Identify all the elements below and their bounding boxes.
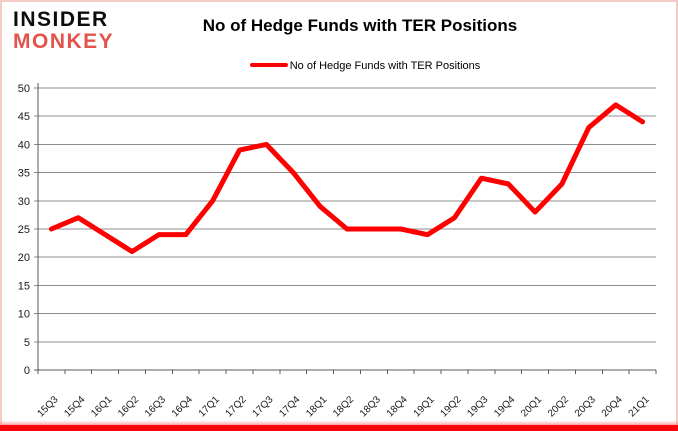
x-tick-label: 17Q2 xyxy=(224,394,249,419)
logo-line1: INSIDER xyxy=(13,8,109,31)
insider-monkey-logo: INSIDER MONKEY xyxy=(13,9,114,53)
x-tick-label: 16Q2 xyxy=(116,394,141,419)
y-tick-label: 10 xyxy=(18,309,30,321)
bottom-red-bar xyxy=(0,425,678,431)
y-tick-label: 0 xyxy=(24,365,30,377)
y-tick-label: 40 xyxy=(18,139,30,151)
x-tick-label: 16Q1 xyxy=(89,394,114,419)
y-tick-label: 45 xyxy=(18,111,30,123)
logo-line2: MONKEY xyxy=(13,29,115,53)
x-tick-label: 19Q4 xyxy=(492,394,517,419)
x-tick-label: 18Q1 xyxy=(304,394,329,419)
y-tick-label: 35 xyxy=(18,168,30,180)
x-tick-label: 18Q2 xyxy=(331,394,356,419)
y-tick-label: 50 xyxy=(18,83,30,95)
chart-title: No of Hedge Funds with TER Positions xyxy=(202,16,518,35)
x-tick-label: 16Q3 xyxy=(143,394,168,419)
x-tick-label: 15Q3 xyxy=(35,394,60,419)
data-line xyxy=(48,102,646,255)
y-tick-label: 25 xyxy=(18,224,30,236)
legend-line-swatch xyxy=(249,63,288,68)
x-tick-label: 19Q3 xyxy=(465,394,490,419)
x-tick-label: 16Q4 xyxy=(170,394,195,419)
x-tick-label: 19Q2 xyxy=(439,394,464,419)
y-tick-label: 15 xyxy=(18,280,30,292)
x-tick-label: 18Q4 xyxy=(385,394,410,419)
y-tick-label: 5 xyxy=(24,337,30,349)
x-tick-label: 18Q3 xyxy=(358,394,383,419)
y-tick-label: 30 xyxy=(18,196,30,208)
x-tick-label: 17Q1 xyxy=(197,394,222,419)
x-tick-label: 20Q3 xyxy=(573,394,598,419)
x-tick-label: 21Q1 xyxy=(627,394,652,419)
x-tick-label: 20Q2 xyxy=(546,394,571,419)
x-tick-label: 15Q4 xyxy=(62,394,87,419)
y-tick-label: 20 xyxy=(18,252,30,264)
x-tick-label: 19Q1 xyxy=(412,394,437,419)
x-tick-label: 17Q4 xyxy=(277,394,302,419)
chart-legend: No of Hedge Funds with TER Positions xyxy=(60,60,670,72)
x-tick-label: 20Q4 xyxy=(600,394,625,419)
x-tick-label: 17Q3 xyxy=(250,394,275,419)
legend-label: No of Hedge Funds with TER Positions xyxy=(289,60,481,72)
x-tick-label: 20Q1 xyxy=(519,394,544,419)
